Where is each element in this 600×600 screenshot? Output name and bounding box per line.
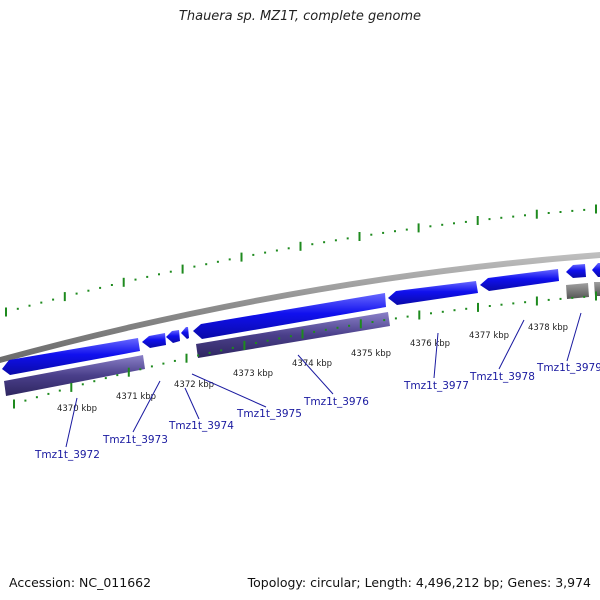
leader-line [498,319,525,370]
kbp-label: 4378 kbp [528,323,568,333]
genome-summary-text: Topology: circular; Length: 4,496,212 bp… [247,575,591,590]
gene-arrow-forward[interactable] [388,281,478,305]
gene-label[interactable]: Tmz1t_3972 [34,449,100,461]
kbp-label: 4370 kbp [57,404,97,414]
gene-label[interactable]: Tmz1t_3975 [236,408,302,420]
gene-label[interactable]: Tmz1t_3976 [303,396,369,408]
gene-arrow-forward[interactable] [193,293,386,339]
gene-bar-reverse[interactable] [4,355,145,396]
accession-text: Accession: NC_011662 [9,575,152,590]
gene-label[interactable]: Tmz1t_3974 [168,420,234,432]
leader-line [297,354,334,395]
kbp-label: 4374 kbp [292,359,332,369]
genome-backbone [0,252,600,363]
kbp-label: 4377 kbp [469,331,509,341]
gene-arrow-forward[interactable] [181,327,189,339]
leader-line [191,373,267,408]
gene-arrow-forward[interactable] [2,338,140,375]
kbp-label: 4371 kbp [116,392,156,402]
leader-line [184,387,200,420]
gene-label[interactable]: Tmz1t_3978 [469,371,535,383]
map-title: Thauera sp. MZ1T, complete genome [178,9,422,24]
outer-tick-ring [5,204,597,317]
forward-strand-genes [2,263,600,375]
gene-bar-grey[interactable] [566,283,589,299]
kbp-label: 4372 kbp [174,380,214,390]
gene-arrow-forward[interactable] [566,264,586,278]
leader-line [566,312,582,362]
kbp-label: 4376 kbp [410,339,450,349]
gene-label[interactable]: Tmz1t_3977 [403,380,469,392]
kbp-scale-labels: 4370 kbp 4371 kbp 4372 kbp 4373 kbp 4374… [57,323,568,414]
leader-line [65,397,78,448]
gene-arrow-forward[interactable] [592,263,600,277]
leader-line [433,332,439,379]
kbp-label: 4375 kbp [351,349,391,359]
gene-label[interactable]: Tmz1t_3973 [102,434,168,446]
leader-line [132,380,161,433]
gene-arrow-forward[interactable] [480,269,559,291]
gene-labels: Tmz1t_3972 Tmz1t_3973 Tmz1t_3974 Tmz1t_3… [34,362,600,461]
gene-label[interactable]: Tmz1t_3979 [536,362,600,374]
kbp-label: 4373 kbp [233,369,273,379]
gene-leader-lines [65,312,582,448]
inner-tick-ring [13,291,597,409]
gene-arrow-forward[interactable] [166,330,180,343]
gene-arrow-forward[interactable] [142,333,166,348]
